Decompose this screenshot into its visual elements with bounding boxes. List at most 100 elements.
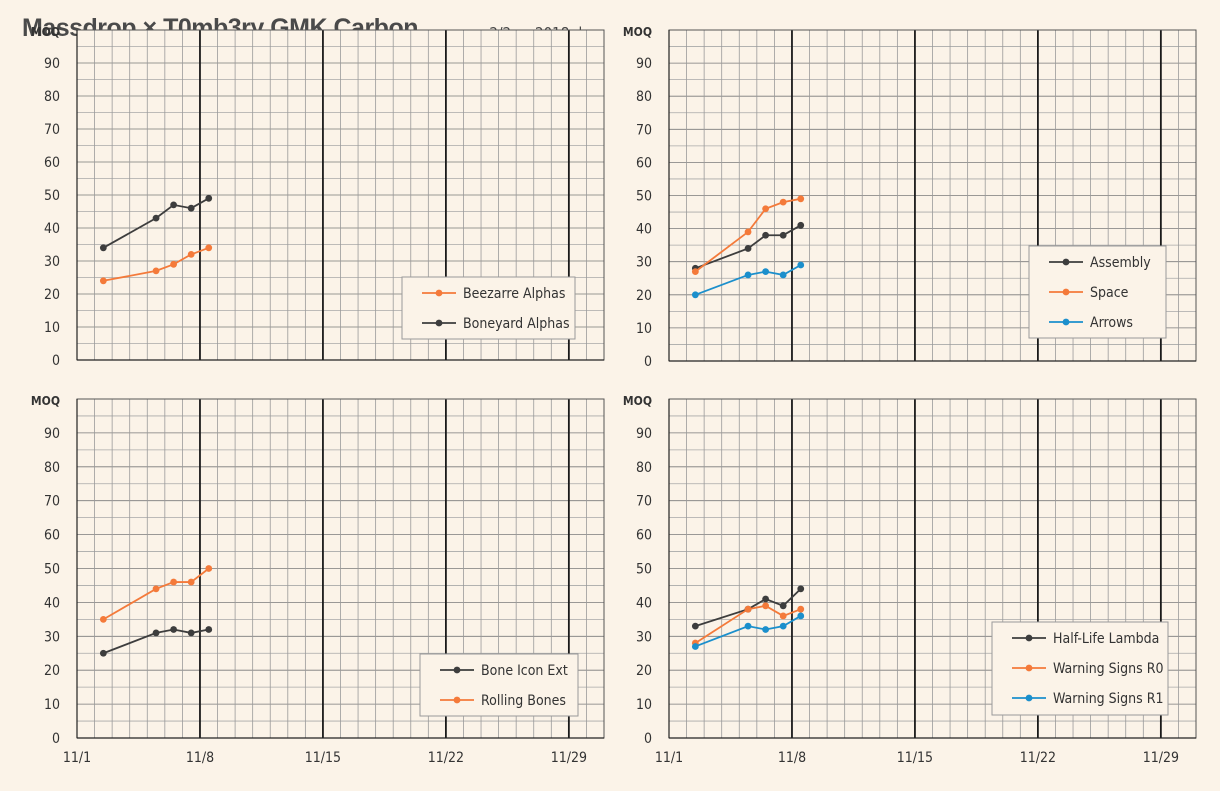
y-tick-label: 40 <box>636 595 652 611</box>
data-point <box>205 194 213 202</box>
y-tick-label: 80 <box>44 89 60 105</box>
data-point <box>762 205 770 213</box>
y-tick-label: 0 <box>52 731 60 747</box>
chart-3: 0 10 20 30 40 50 60 70 80 90 MOQ 11/1 11/8 11/15 11/22… <box>31 394 605 766</box>
legend-swatch-marker <box>453 696 461 704</box>
data-point <box>744 271 752 279</box>
legend-swatch-marker <box>435 319 443 327</box>
legend-label: Bone Icon Ext <box>481 663 568 679</box>
y-tick-label: 30 <box>44 629 60 645</box>
data-point <box>797 221 805 229</box>
legend-label: Warning Signs R0 <box>1053 661 1163 677</box>
legend-label: Assembly <box>1090 255 1151 271</box>
y-axis-label: MOQ <box>31 394 60 408</box>
legend: Assembly Space Arrows <box>1028 245 1167 339</box>
data-point <box>779 271 787 279</box>
data-point <box>797 261 805 269</box>
legend-label: Warning Signs R1 <box>1053 691 1163 707</box>
y-tick-label: 50 <box>636 562 652 578</box>
y-tick-label: 20 <box>44 663 60 679</box>
y-tick-label: 20 <box>636 663 652 679</box>
chart-4: 0 10 20 30 40 50 60 70 80 90 MOQ 11/1 11/8 11/15 11/22… <box>623 394 1197 766</box>
data-point <box>170 578 178 586</box>
legend-box <box>419 653 579 717</box>
y-tick-label: 30 <box>636 255 652 271</box>
x-tick-label: 11/29 <box>551 750 587 766</box>
y-tick-label: 70 <box>636 122 652 138</box>
data-point <box>744 228 752 236</box>
x-tick-label: 11/1 <box>63 750 91 766</box>
y-tick-label: 80 <box>44 460 60 476</box>
y-tick-label: 10 <box>44 697 60 713</box>
data-point <box>170 201 178 209</box>
legend: Beezarre Alphas Boneyard Alphas <box>401 276 576 340</box>
x-tick-label: 11/22 <box>428 750 464 766</box>
x-tick-label: 11/29 <box>1143 750 1179 766</box>
y-tick-label: 0 <box>644 354 652 370</box>
legend-label: Beezarre Alphas <box>463 286 565 302</box>
data-point <box>762 602 770 610</box>
data-point <box>779 622 787 630</box>
data-point <box>762 231 770 239</box>
x-tick-label: 11/22 <box>1020 750 1056 766</box>
data-point <box>762 626 770 633</box>
data-point <box>691 268 699 276</box>
y-tick-label: 80 <box>636 89 652 105</box>
y-tick-label: 70 <box>44 122 60 138</box>
legend-swatch-marker <box>1062 258 1070 266</box>
legend-label: Arrows <box>1090 315 1133 331</box>
y-tick-label: 40 <box>44 595 60 611</box>
data-point <box>744 245 752 252</box>
data-point <box>797 195 805 203</box>
y-tick-label: 60 <box>44 155 60 171</box>
y-tick-label: 60 <box>636 155 652 171</box>
y-tick-label: 70 <box>636 494 652 510</box>
data-point <box>205 626 213 633</box>
y-tick-label: 0 <box>52 353 60 369</box>
data-point <box>170 260 178 268</box>
data-point <box>152 267 160 275</box>
y-tick-label: 20 <box>636 288 652 304</box>
data-point <box>779 612 787 620</box>
legend-swatch-marker <box>1025 694 1033 702</box>
data-point <box>797 605 805 613</box>
y-tick-label: 10 <box>636 321 652 337</box>
data-point <box>187 578 195 586</box>
data-point <box>205 244 213 252</box>
y-tick-label: 0 <box>644 731 652 747</box>
data-point <box>99 277 107 285</box>
y-axis-label: MOQ <box>623 394 652 408</box>
data-point <box>691 622 699 630</box>
y-axis-label: MOQ <box>623 25 652 39</box>
y-tick-label: 40 <box>636 222 652 238</box>
data-point <box>797 612 805 620</box>
y-tick-label: 10 <box>44 320 60 336</box>
legend-swatch-marker <box>453 666 461 674</box>
data-point <box>99 615 107 623</box>
legend-label: Space <box>1090 285 1129 301</box>
y-tick-label: 60 <box>44 528 60 544</box>
chart-1: 0 10 20 30 40 50 60 70 80 90 MOQ Beezarre Alphas Bon… <box>31 25 605 369</box>
legend-swatch-marker <box>1062 288 1070 296</box>
data-point <box>744 605 752 613</box>
y-tick-label: 70 <box>44 494 60 510</box>
data-point <box>152 629 160 637</box>
legend-swatch-marker <box>1025 664 1033 672</box>
legend-swatch-marker <box>435 289 443 297</box>
y-axis-label: MOQ <box>31 25 60 39</box>
y-tick-label: 50 <box>636 189 652 205</box>
data-point <box>99 649 107 657</box>
data-point <box>187 629 195 637</box>
legend-swatch-marker <box>1025 634 1033 642</box>
y-tick-label: 30 <box>44 254 60 270</box>
data-point <box>797 585 805 593</box>
y-tick-label: 10 <box>636 697 652 713</box>
data-point <box>187 251 195 258</box>
data-point <box>152 214 160 222</box>
y-tick-label: 80 <box>636 460 652 476</box>
legend: Bone Icon Ext Rolling Bones <box>419 653 579 717</box>
legend-label: Rolling Bones <box>481 693 566 709</box>
y-tick-label: 90 <box>636 426 652 442</box>
data-point <box>779 602 787 610</box>
